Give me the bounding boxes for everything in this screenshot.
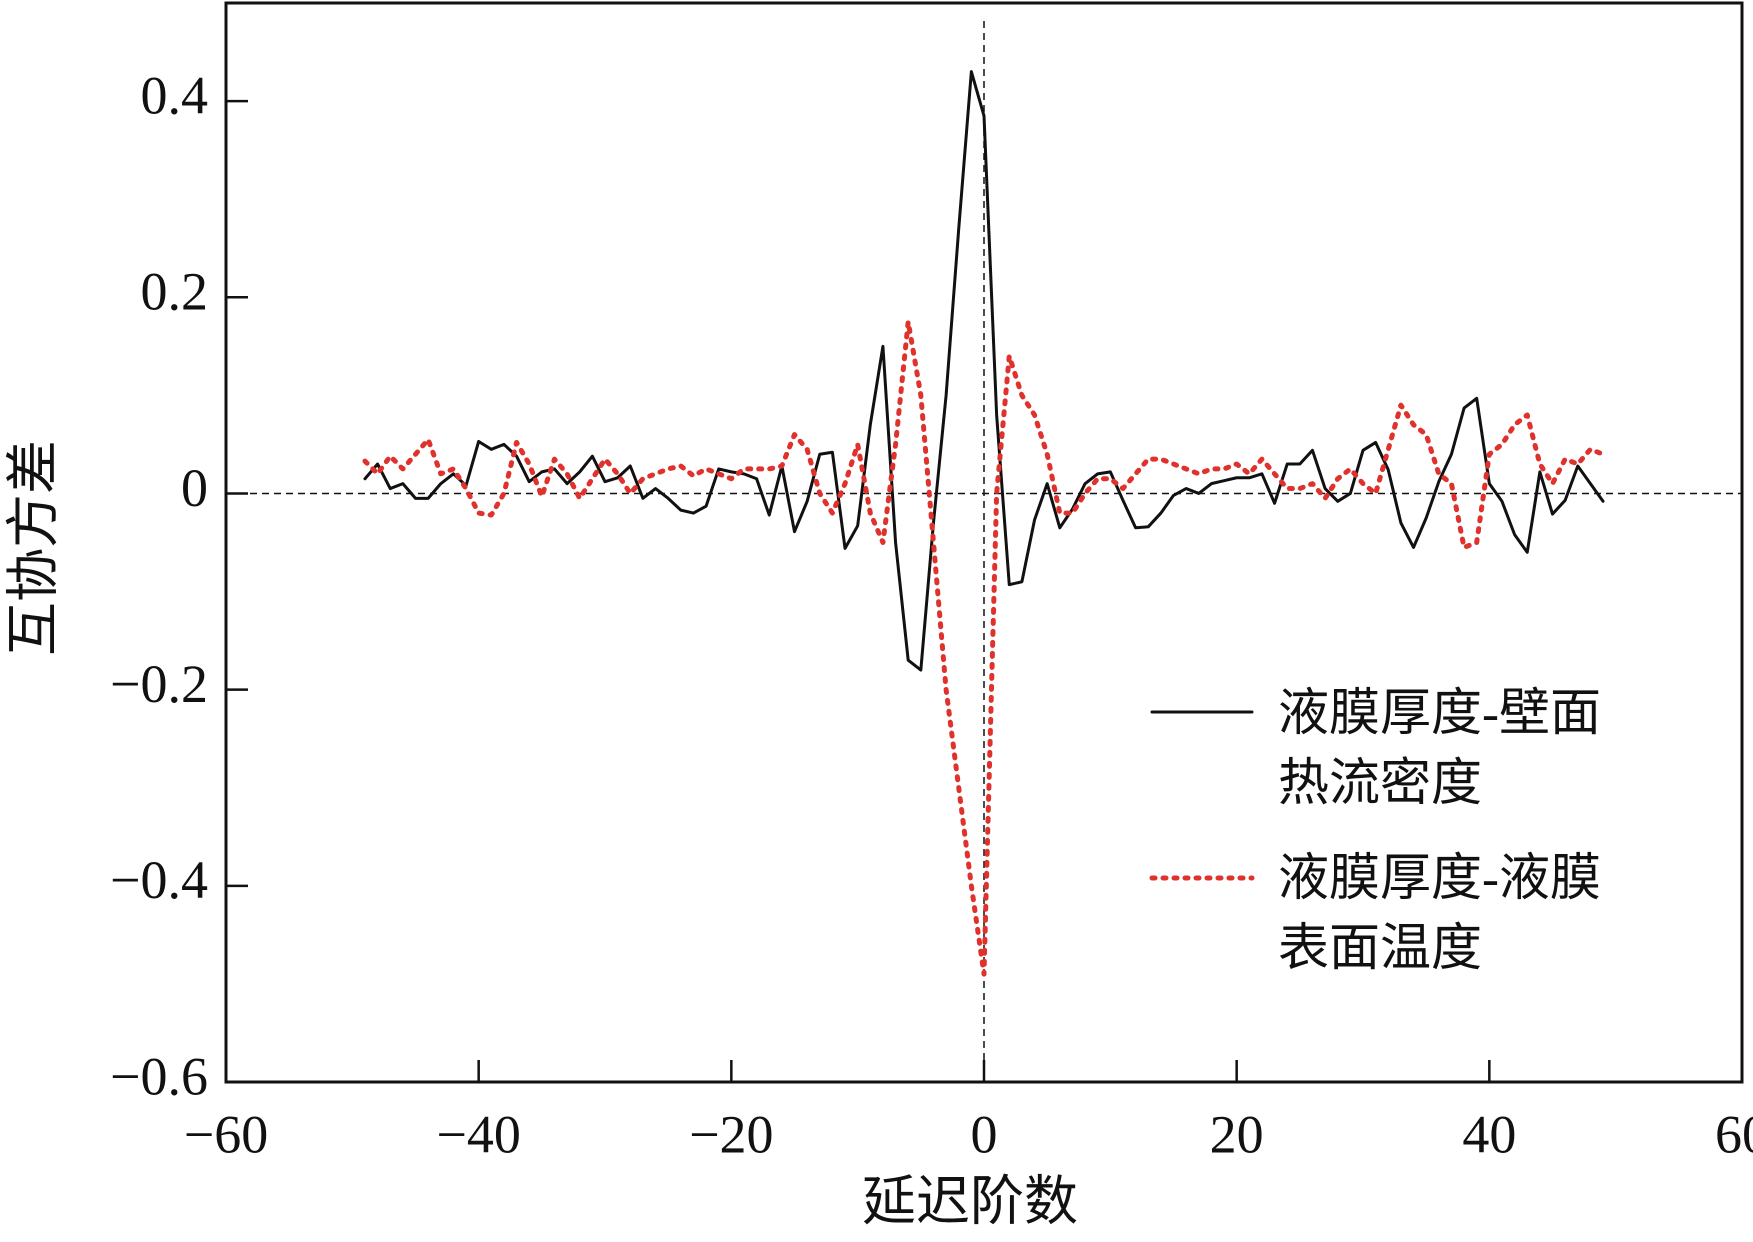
y-tick-label: −0.2 (110, 654, 208, 714)
y-tick-label: 0.2 (141, 262, 209, 322)
y-axis-label: 互协方差 (3, 440, 63, 656)
x-axis-label: 延迟阶数 (862, 1171, 1078, 1231)
x-tick-label: −40 (436, 1104, 520, 1164)
legend-label: 液膜厚度-壁面热流密度 (1278, 686, 1601, 812)
data-line (362, 319, 1606, 977)
x-tick-label: 60 (1715, 1104, 1753, 1164)
data-line (363, 70, 1605, 672)
y-tick-label: −0.6 (110, 1046, 208, 1106)
x-tick-label: −60 (184, 1104, 268, 1164)
x-tick-label: 20 (1210, 1104, 1264, 1164)
y-tick-label: 0.4 (141, 65, 209, 125)
x-tick-label: 40 (1462, 1104, 1516, 1164)
x-tick-label: −20 (689, 1104, 773, 1164)
y-tick-label: 0 (181, 458, 208, 518)
y-tick-label: −0.4 (110, 850, 208, 910)
plot-frame (224, 1, 1744, 1084)
legend-label: 液膜厚度-液膜表面温度 (1278, 851, 1601, 977)
x-tick-label: 0 (971, 1104, 998, 1164)
